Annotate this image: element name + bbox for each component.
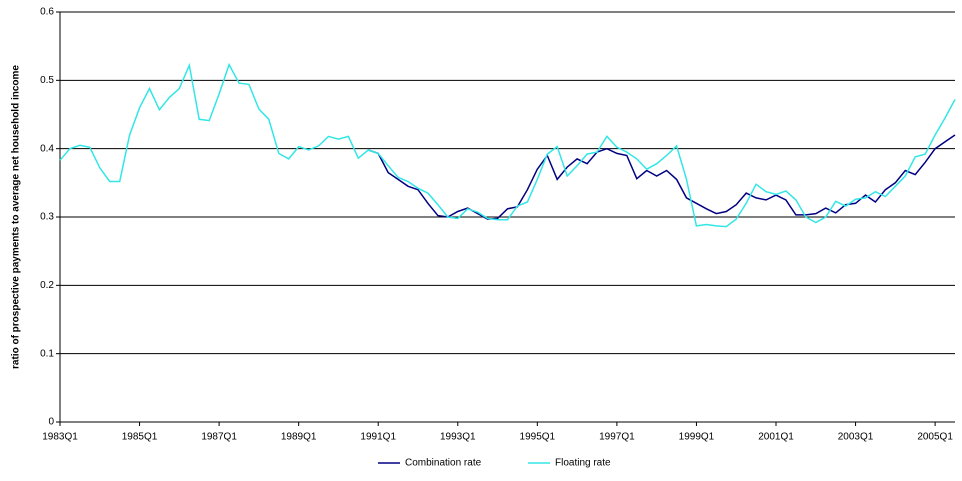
x-tick-label: 2005Q1 bbox=[917, 432, 953, 443]
y-tick-label: 0 bbox=[48, 417, 54, 428]
x-tick-label: 1989Q1 bbox=[281, 432, 317, 443]
y-tick-label: 0.4 bbox=[40, 143, 54, 154]
y-tick-label: 0.5 bbox=[40, 75, 54, 86]
y-axis-label: ratio of prospective payments to average… bbox=[11, 65, 22, 369]
series-line bbox=[59, 62, 956, 228]
y-tick-label: 0.3 bbox=[40, 212, 54, 223]
y-tick-label: 0.1 bbox=[40, 348, 54, 359]
legend-label: Floating rate bbox=[555, 458, 611, 469]
x-tick-label: 1999Q1 bbox=[679, 432, 715, 443]
x-tick-label: 2001Q1 bbox=[758, 432, 794, 443]
y-tick-label: 0.6 bbox=[40, 7, 54, 18]
x-tick-label: 1991Q1 bbox=[360, 432, 396, 443]
x-tick-label: 1985Q1 bbox=[122, 432, 158, 443]
x-tick-label: 1983Q1 bbox=[42, 432, 78, 443]
x-tick-label: 1995Q1 bbox=[520, 432, 556, 443]
series-line bbox=[368, 134, 956, 220]
x-tick-label: 2003Q1 bbox=[838, 432, 874, 443]
x-tick-label: 1993Q1 bbox=[440, 432, 476, 443]
y-tick-label: 0.2 bbox=[40, 280, 54, 291]
x-tick-label: 1987Q1 bbox=[201, 432, 237, 443]
legend-label: Combination rate bbox=[405, 458, 482, 469]
x-tick-label: 1997Q1 bbox=[599, 432, 635, 443]
